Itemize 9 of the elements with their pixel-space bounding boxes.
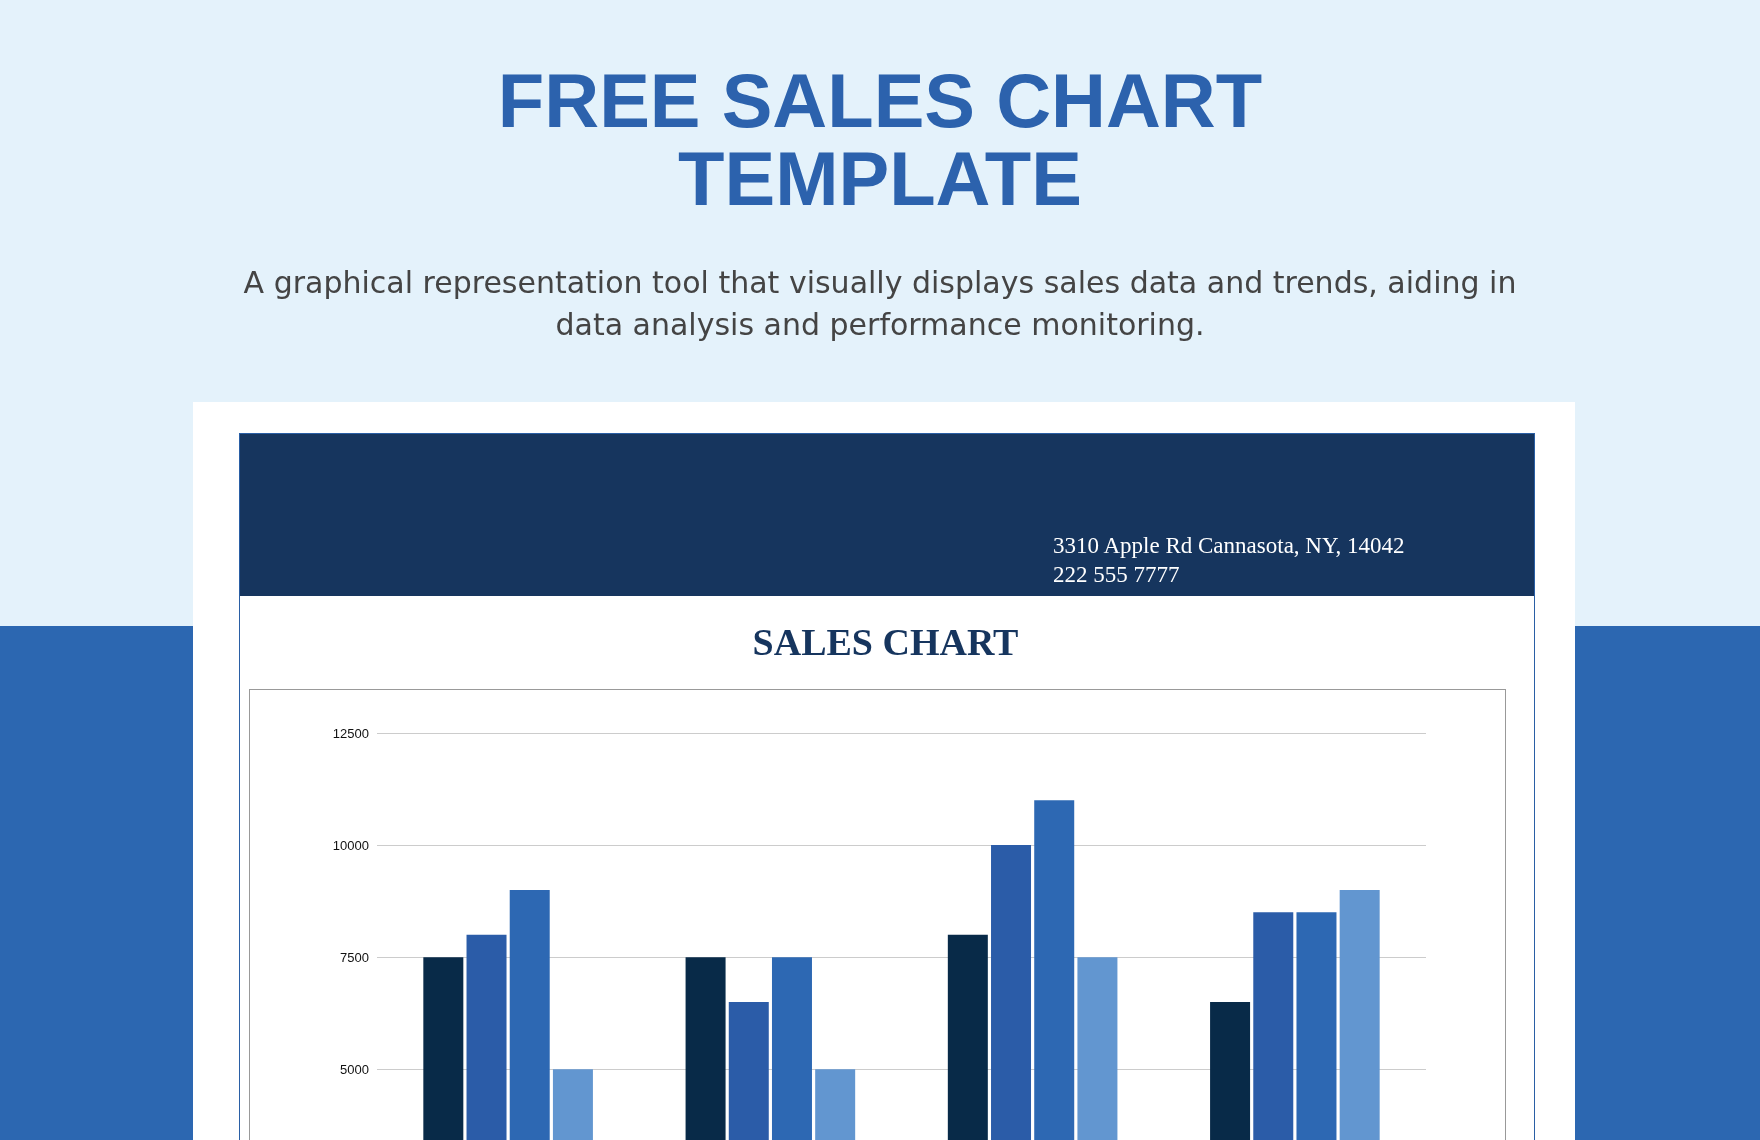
y-tick-label: 5000 (340, 1061, 369, 1077)
text: 222 555 7777 (1053, 562, 1180, 588)
text: SALES CHART (751, 620, 1020, 664)
chart-subtitle: A graphical representation tool that visually displays sales data and trends, aiding in data analysis and performance monitoring. (242, 264, 1518, 344)
y-tick-label: 12500 (332, 725, 369, 741)
y-tick-label: 7500 (340, 949, 369, 965)
text: 3310 Apple Rd Cannasota, NY, 14042 (1053, 533, 1405, 559)
chart-title: FREE SALES CHART TEMPLATE (496, 58, 1264, 221)
y-tick-label: 10000 (332, 837, 369, 853)
